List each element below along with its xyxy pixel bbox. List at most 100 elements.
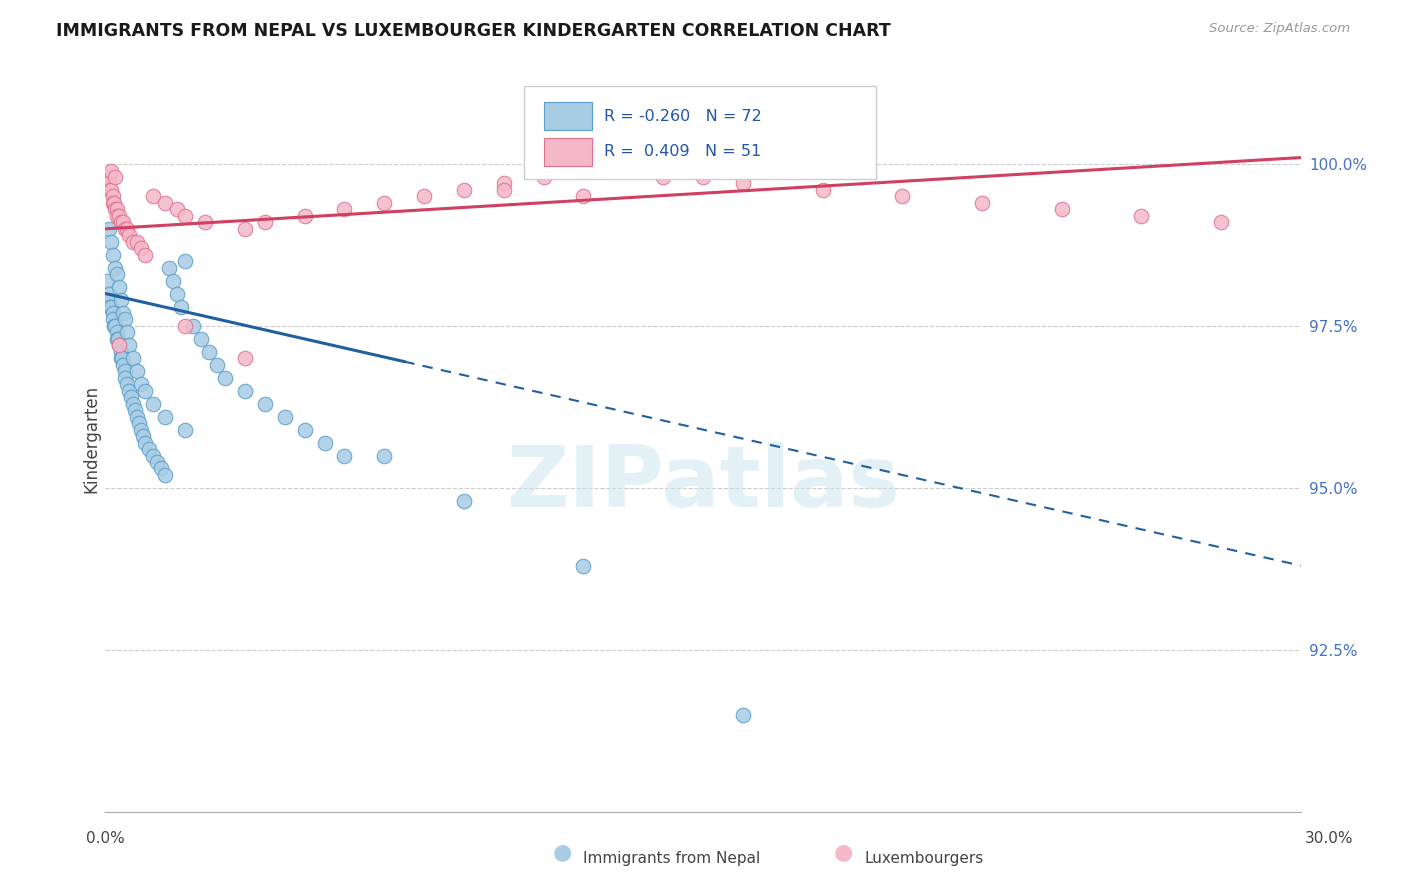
Point bbox=[118, 228, 141, 243]
Point bbox=[98, 183, 121, 197]
Point bbox=[138, 442, 160, 456]
Point bbox=[134, 435, 156, 450]
Point bbox=[153, 409, 177, 424]
Point bbox=[453, 183, 475, 197]
Y-axis label: Kindergarten: Kindergarten bbox=[83, 385, 101, 493]
Point bbox=[134, 384, 156, 398]
Point bbox=[453, 493, 475, 508]
Point bbox=[107, 267, 129, 281]
Point bbox=[533, 169, 555, 184]
Point bbox=[174, 423, 197, 437]
Point bbox=[112, 358, 135, 372]
Point bbox=[118, 384, 141, 398]
Point bbox=[108, 209, 131, 223]
Point bbox=[413, 189, 436, 203]
Point bbox=[100, 183, 122, 197]
Text: Source: ZipAtlas.com: Source: ZipAtlas.com bbox=[1209, 22, 1350, 36]
Point bbox=[205, 358, 228, 372]
Point bbox=[198, 344, 221, 359]
Point bbox=[190, 332, 212, 346]
Point bbox=[104, 169, 127, 184]
Point bbox=[174, 209, 197, 223]
Point bbox=[110, 215, 132, 229]
Point bbox=[142, 449, 165, 463]
Text: Immigrants from Nepal: Immigrants from Nepal bbox=[583, 851, 761, 865]
Point bbox=[104, 318, 127, 333]
Point bbox=[891, 189, 914, 203]
Point bbox=[150, 461, 173, 475]
Point bbox=[127, 364, 149, 378]
Point bbox=[166, 286, 188, 301]
Point bbox=[1130, 209, 1153, 223]
Point bbox=[100, 163, 122, 178]
Point bbox=[117, 377, 139, 392]
Point bbox=[142, 397, 165, 411]
Point bbox=[214, 371, 236, 385]
Point bbox=[97, 169, 120, 184]
Point bbox=[127, 235, 149, 249]
Text: R =  0.409   N = 51: R = 0.409 N = 51 bbox=[603, 145, 761, 160]
Text: Luxembourgers: Luxembourgers bbox=[865, 851, 984, 865]
Point bbox=[314, 435, 336, 450]
Point bbox=[294, 209, 316, 223]
Point bbox=[122, 351, 145, 366]
Text: 0.0%: 0.0% bbox=[86, 831, 125, 846]
Point bbox=[114, 222, 136, 236]
Point bbox=[170, 300, 193, 314]
Point bbox=[572, 558, 595, 573]
Point bbox=[157, 260, 180, 275]
Point bbox=[98, 222, 121, 236]
Point bbox=[103, 195, 125, 210]
Point bbox=[108, 280, 131, 294]
Point bbox=[652, 169, 675, 184]
Point bbox=[122, 397, 145, 411]
Point bbox=[103, 195, 125, 210]
Point bbox=[127, 409, 149, 424]
Point bbox=[174, 318, 197, 333]
Point bbox=[253, 397, 276, 411]
Point bbox=[107, 209, 129, 223]
Point bbox=[98, 293, 121, 307]
Point bbox=[1050, 202, 1073, 217]
Point bbox=[103, 318, 125, 333]
Point bbox=[120, 390, 142, 404]
Point bbox=[122, 235, 145, 249]
Point bbox=[111, 351, 134, 366]
Point bbox=[105, 326, 128, 340]
Point bbox=[692, 169, 714, 184]
Point bbox=[96, 274, 118, 288]
Point bbox=[153, 467, 177, 482]
Point bbox=[233, 384, 256, 398]
Point bbox=[104, 260, 127, 275]
Point bbox=[112, 306, 135, 320]
Point bbox=[132, 429, 155, 443]
Point bbox=[174, 254, 197, 268]
Point bbox=[98, 177, 121, 191]
Point bbox=[492, 183, 515, 197]
Point bbox=[108, 338, 131, 352]
Point bbox=[110, 344, 132, 359]
Point bbox=[253, 215, 276, 229]
Point bbox=[114, 371, 136, 385]
Point bbox=[112, 215, 135, 229]
Point bbox=[101, 306, 124, 320]
FancyBboxPatch shape bbox=[524, 86, 876, 178]
Point bbox=[294, 423, 316, 437]
Point bbox=[97, 286, 120, 301]
Point bbox=[124, 403, 146, 417]
Point bbox=[100, 300, 122, 314]
Point bbox=[153, 195, 177, 210]
Point bbox=[114, 312, 136, 326]
Point bbox=[233, 351, 256, 366]
Point bbox=[373, 449, 395, 463]
Text: ZIPatlas: ZIPatlas bbox=[506, 442, 900, 525]
Point bbox=[107, 332, 129, 346]
Point bbox=[166, 202, 188, 217]
Point bbox=[105, 202, 128, 217]
Point bbox=[572, 163, 595, 178]
Point bbox=[134, 248, 156, 262]
Text: R = -0.260   N = 72: R = -0.260 N = 72 bbox=[603, 109, 762, 124]
Point bbox=[194, 215, 217, 229]
Point bbox=[128, 416, 150, 430]
Point bbox=[572, 189, 595, 203]
